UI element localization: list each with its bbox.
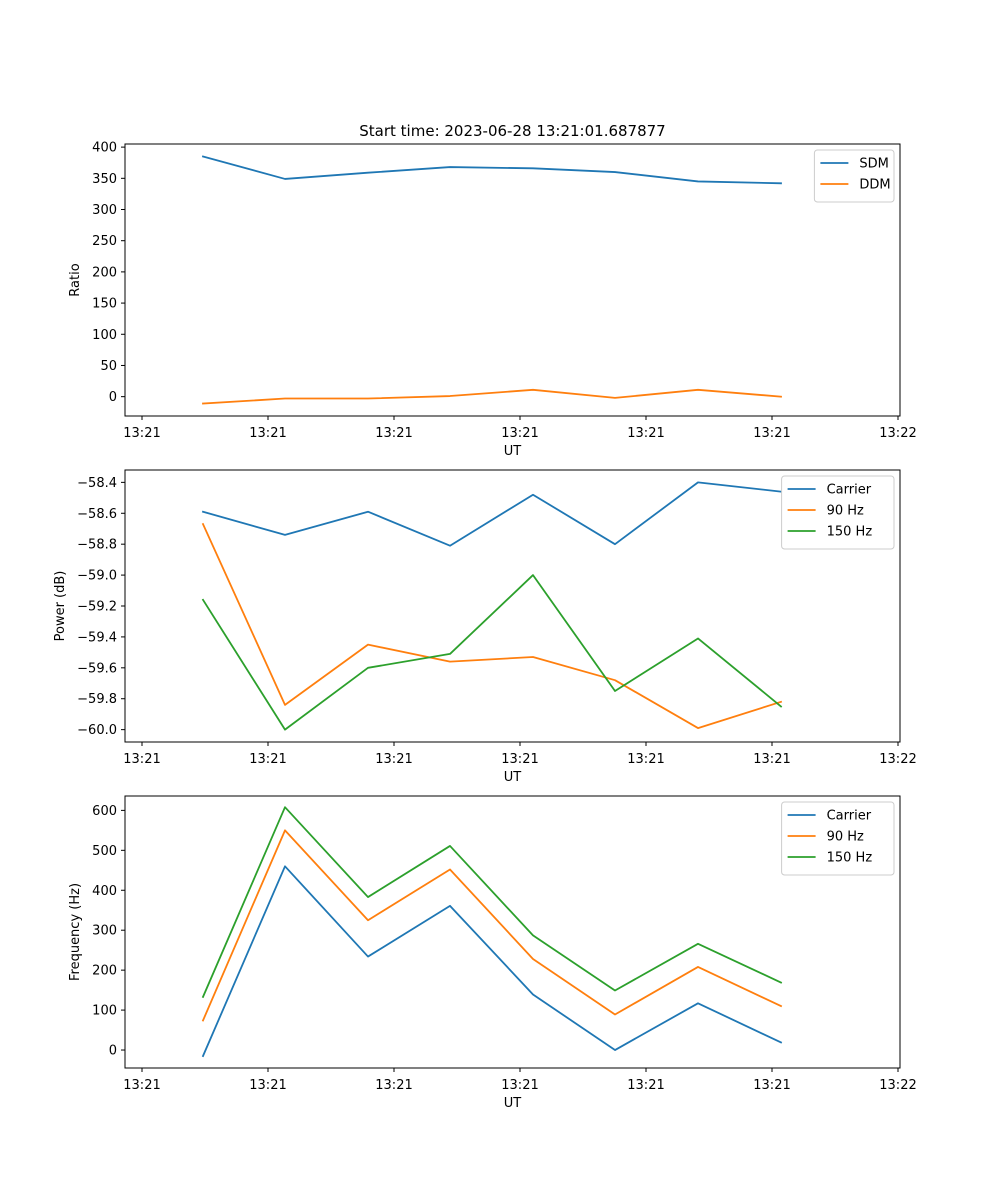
x-tick-label: 13:22 bbox=[879, 752, 916, 767]
x-axis-label: UT bbox=[504, 444, 522, 459]
y-tick-label: 250 bbox=[92, 234, 117, 249]
y-tick-label: −59.8 bbox=[77, 692, 117, 707]
x-tick-label: 13:22 bbox=[879, 426, 916, 441]
x-tick-label: 13:21 bbox=[375, 1078, 412, 1093]
x-tick-label: 13:21 bbox=[753, 426, 790, 441]
x-tick-label: 13:21 bbox=[753, 1078, 790, 1093]
y-tick-label: −59.2 bbox=[77, 600, 117, 615]
y-tick-label: 100 bbox=[92, 328, 117, 343]
y-tick-label: 0 bbox=[109, 1044, 117, 1059]
chart-panel-1: 0 50 100 150 200 250 300 350 400 13:21 13:21 13:21 1… bbox=[68, 141, 917, 459]
y-tick-label: 500 bbox=[92, 844, 117, 859]
x-tick-label: 13:21 bbox=[753, 752, 790, 767]
x-tick-label: 13:21 bbox=[123, 1078, 160, 1093]
y-tick-label: −59.4 bbox=[77, 630, 117, 645]
series-line-carrier bbox=[201, 865, 783, 1058]
chart-panel-3: 0 100 200 300 400 500 600 13:21 13:21 13:21 13:21 1… bbox=[68, 795, 917, 1111]
x-tick-label: 13:21 bbox=[627, 426, 664, 441]
x-tick-label: 13:21 bbox=[375, 752, 412, 767]
legend-label: Carrier bbox=[827, 809, 872, 824]
x-tick-label: 13:22 bbox=[879, 1078, 916, 1093]
legend-label: 150 Hz bbox=[827, 851, 873, 866]
y-tick-label: −58.6 bbox=[77, 507, 117, 522]
y-tick-label: −58.8 bbox=[77, 538, 117, 553]
y-tick-label: 400 bbox=[92, 884, 117, 899]
y-tick-label: 100 bbox=[92, 1004, 117, 1019]
y-axis-label: Ratio bbox=[68, 263, 83, 296]
y-tick-label: 150 bbox=[92, 297, 117, 312]
x-tick-label: 13:21 bbox=[501, 1078, 538, 1093]
x-tick-label: 13:21 bbox=[249, 752, 286, 767]
y-tick-label: 300 bbox=[92, 203, 117, 218]
series-line-90-hz bbox=[201, 522, 783, 729]
y-axis-label: Frequency (Hz) bbox=[68, 883, 83, 981]
x-tick-label: 13:21 bbox=[249, 1078, 286, 1093]
y-tick-label: −58.4 bbox=[77, 476, 117, 491]
axes-frame bbox=[124, 143, 901, 417]
x-tick-label: 13:21 bbox=[627, 1078, 664, 1093]
legend-label: 90 Hz bbox=[827, 830, 864, 845]
x-axis-label: UT bbox=[504, 770, 522, 785]
y-tick-label: 600 bbox=[92, 804, 117, 819]
y-tick-label: 400 bbox=[92, 141, 117, 156]
legend-label: Carrier bbox=[827, 483, 872, 498]
y-axis-label: Power (dB) bbox=[53, 571, 68, 642]
chart-panel-2: −60.0 −59.8 −59.6 −59.4 −59.2 −59.0 −58.8 −58.6… bbox=[53, 469, 917, 785]
y-tick-label: −60.0 bbox=[77, 723, 117, 738]
legend-label: DDM bbox=[859, 178, 890, 193]
y-tick-label: 0 bbox=[109, 390, 117, 405]
legend-label: 90 Hz bbox=[827, 504, 864, 519]
series-line-90-hz bbox=[201, 829, 783, 1022]
y-tick-label: 350 bbox=[92, 172, 117, 187]
axes-frame bbox=[124, 795, 901, 1069]
y-tick-label: 200 bbox=[92, 964, 117, 979]
x-tick-label: 13:21 bbox=[627, 752, 664, 767]
legend: SDM DDM bbox=[813, 149, 895, 203]
series-line-ddm bbox=[202, 388, 782, 405]
figure-title: Start time: 2023-06-28 13:21:01.687877 bbox=[359, 122, 665, 140]
x-axis-label: UT bbox=[504, 1096, 522, 1111]
series-line-carrier bbox=[201, 481, 782, 547]
x-tick-label: 13:21 bbox=[501, 752, 538, 767]
series-line-150-hz bbox=[201, 806, 783, 999]
y-tick-label: 50 bbox=[100, 359, 117, 374]
x-tick-label: 13:21 bbox=[123, 752, 160, 767]
series-line-sdm bbox=[201, 155, 782, 185]
y-tick-label: −59.0 bbox=[77, 569, 117, 584]
y-tick-label: 300 bbox=[92, 924, 117, 939]
legend-label: SDM bbox=[859, 157, 888, 172]
y-tick-label: 200 bbox=[92, 265, 117, 280]
series-line-150-hz bbox=[201, 574, 783, 731]
x-tick-label: 13:21 bbox=[375, 426, 412, 441]
x-tick-label: 13:21 bbox=[249, 426, 286, 441]
legend: Carrier 90 Hz 150 Hz bbox=[781, 801, 895, 876]
legend-label: 150 Hz bbox=[827, 525, 873, 540]
legend: Carrier 90 Hz 150 Hz bbox=[781, 475, 895, 550]
x-tick-label: 13:21 bbox=[123, 426, 160, 441]
y-tick-label: −59.6 bbox=[77, 661, 117, 676]
x-tick-label: 13:21 bbox=[501, 426, 538, 441]
